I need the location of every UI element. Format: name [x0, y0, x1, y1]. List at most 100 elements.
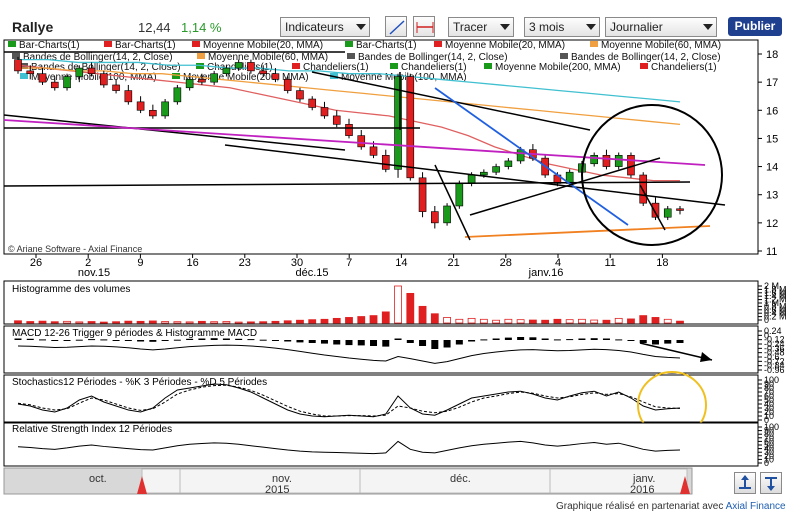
chevron-down-icon: [703, 24, 713, 30]
macd-histogram-bar: [480, 339, 488, 341]
price-tick-label: 18: [766, 49, 778, 61]
zoom-out-button[interactable]: [734, 472, 756, 494]
axis-tick-label: 80: [764, 383, 774, 393]
user-drawings[interactable]: [3, 51, 726, 246]
trendline-icon: [389, 20, 405, 35]
trendline[interactable]: [469, 157, 661, 216]
circle-annotation[interactable]: [581, 104, 723, 246]
macd-histogram-bar: [26, 338, 34, 340]
date-tick-label: 23: [239, 257, 251, 269]
axis-tick-label: 50: [764, 395, 774, 405]
arrow-head-icon: [700, 352, 712, 362]
trendline[interactable]: [434, 87, 629, 226]
legend-label: Bandes de Bollinger(14, 2, Close): [31, 62, 181, 73]
axis-tick-label: 70: [764, 433, 774, 443]
axis-tick-label: 0: [764, 330, 769, 340]
volume-bar: [210, 321, 219, 324]
macd-histogram-bar: [394, 338, 402, 340]
timeline-selection[interactable]: [141, 468, 688, 494]
macd-histogram-bar: [651, 340, 659, 345]
legend-swatch: [640, 63, 648, 69]
trendline[interactable]: [311, 71, 591, 131]
volume-bar: [247, 321, 255, 324]
axis-tick-label: 30: [764, 403, 774, 413]
trendline[interactable]: [3, 119, 706, 166]
trendline[interactable]: [3, 114, 346, 151]
frequency-dropdown[interactable]: Journalier: [605, 17, 717, 37]
volume-bar: [381, 311, 390, 324]
footer-text: Graphique réalisé en partenariat avec: [556, 501, 726, 512]
legend-label: Chandeliers(1): [651, 62, 717, 73]
price-tick-label: 11: [766, 246, 777, 258]
moving-average-line: [17, 64, 680, 182]
legend-swatch: [434, 41, 442, 47]
candle-body: [676, 208, 684, 211]
volume-bar: [234, 321, 243, 324]
macd-histogram-bar: [271, 340, 279, 341]
axis-tick-label: 90: [764, 426, 774, 436]
zoom-in-button[interactable]: [760, 472, 782, 494]
macd-histogram-bar: [39, 339, 47, 341]
macd-histogram-bar: [161, 340, 169, 341]
candle-body: [63, 76, 71, 89]
rsi-series: [17, 440, 681, 455]
date-tick-label: 2: [85, 257, 91, 269]
macd-histogram-bar: [639, 340, 647, 343]
stock-title: Rallye: [12, 19, 54, 35]
draw-horizontal-button[interactable]: [413, 16, 435, 37]
macd-histogram-bar: [63, 340, 71, 341]
axis-tick-label: 2 M: [764, 281, 779, 291]
period-dropdown[interactable]: 3 mois: [524, 17, 600, 37]
volume-bar: [406, 292, 415, 324]
macd-title: MACD 12-26 Trigger 9 périodes & Histogra…: [12, 328, 257, 339]
trendline[interactable]: [224, 144, 726, 206]
legend-label: Bar-Charts(1): [19, 40, 80, 51]
axis-tick-label: 80: [764, 429, 774, 439]
price-tick-label: 16: [766, 105, 778, 117]
volume-bar: [639, 315, 648, 324]
draw-line-button[interactable]: [385, 16, 407, 37]
macd-arrow[interactable]: [639, 342, 713, 361]
trendline[interactable]: [434, 164, 471, 241]
timeline-nov: nov.: [272, 473, 292, 485]
candle-body: [467, 174, 476, 184]
volume-bar: [418, 305, 427, 324]
volume-bar: [345, 317, 353, 324]
candle-body: [332, 115, 341, 125]
publish-button[interactable]: Publier: [728, 17, 782, 36]
legend-label: Moyenne Mobile(60, MMA): [208, 52, 328, 63]
macd-histogram-bar: [590, 338, 598, 340]
volume-bar: [161, 321, 170, 324]
draw-dropdown[interactable]: Tracer: [448, 17, 514, 37]
legend-swatch: [8, 41, 16, 47]
timeline-handle-right[interactable]: [680, 476, 690, 494]
indicators-dropdown[interactable]: Indicateurs: [280, 17, 370, 37]
axis-tick-label: 20: [764, 407, 774, 417]
footer-link[interactable]: Axial Finance: [725, 501, 786, 512]
macd-histogram-bar: [382, 340, 390, 347]
macd-histogram-bar: [222, 338, 230, 340]
stochastic-d-line: [17, 384, 681, 417]
trendline[interactable]: [464, 225, 711, 238]
timeline-handle-left[interactable]: [137, 476, 147, 494]
volume-bar: [479, 318, 488, 324]
candle-body: [627, 155, 635, 176]
volume-bar: [283, 320, 292, 324]
candle-body: [136, 101, 145, 111]
macd-line: [17, 344, 681, 364]
price-tick-label: 17: [766, 77, 778, 89]
candle-body: [394, 76, 402, 170]
volume-bar: [541, 319, 550, 324]
macd-histogram-bar: [137, 340, 145, 342]
axis-tick-label: 10: [764, 454, 774, 464]
axis-tick-label: 0: [764, 415, 769, 425]
axis-tick-label: 60: [764, 391, 774, 401]
macd-histogram-bar: [602, 338, 610, 340]
zoom-in-icon: [765, 477, 777, 491]
macd-histogram-bar: [173, 339, 181, 341]
month-label: nov.15: [78, 267, 110, 279]
macd-histogram-bar: [455, 340, 463, 345]
month-label: janv.16: [528, 267, 564, 279]
trendline[interactable]: [639, 184, 666, 231]
volume-bar: [676, 320, 684, 324]
